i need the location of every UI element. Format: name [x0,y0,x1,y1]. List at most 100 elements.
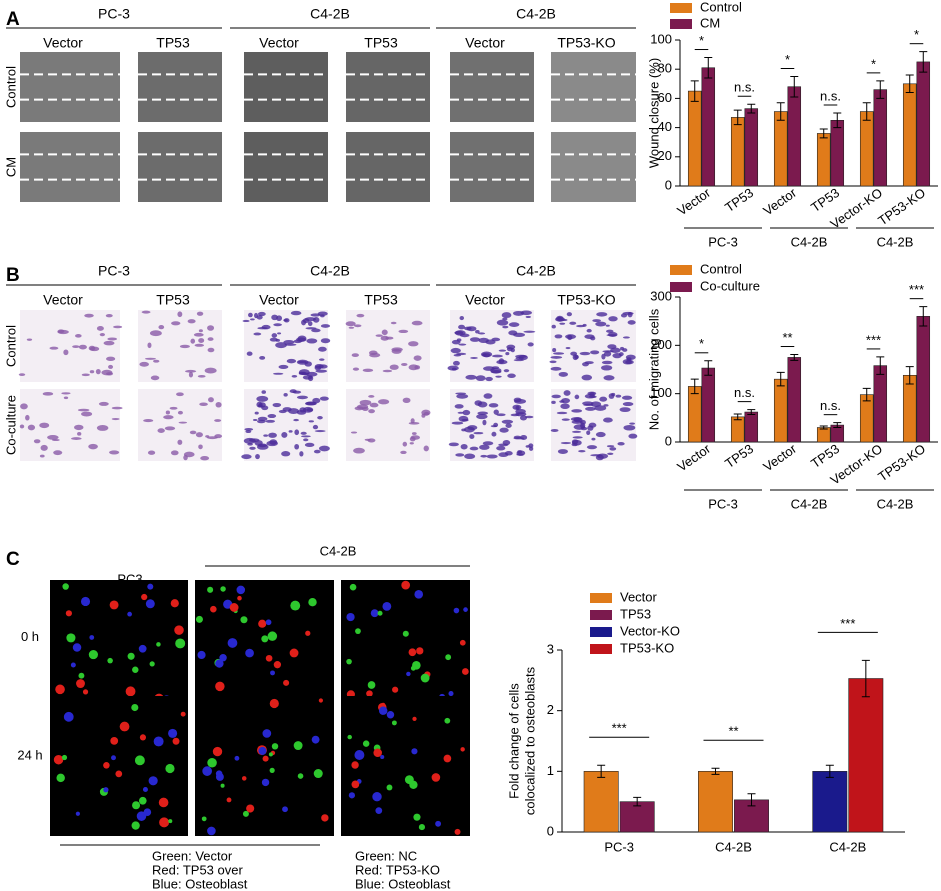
cell [584,334,595,339]
cell [603,375,615,381]
cell [586,328,592,333]
y-tick-label: 0 [665,433,672,448]
cell [248,312,253,318]
cell [375,334,383,337]
cell [523,330,536,333]
error-bar [819,425,828,430]
legend-label: TP53 [620,606,651,621]
cell [603,404,609,407]
cell [443,754,452,763]
cell [580,426,588,431]
cell [378,706,388,715]
error-bar [919,306,928,327]
cell [103,762,110,769]
cell [320,314,325,318]
cell [144,357,157,360]
cell [263,434,269,437]
cell [176,392,184,397]
cell [291,375,298,378]
cell [454,404,464,409]
bar [902,374,917,443]
cell [552,348,557,353]
column-label: TP53-KO [557,292,615,308]
cell [269,767,275,773]
cell [287,408,300,414]
cell [96,326,104,331]
cell [406,671,411,677]
cell [525,315,532,319]
cell [423,445,429,452]
cell [559,322,566,325]
x-tick-label: PC-3 [604,839,634,854]
cell [65,610,72,617]
x-tick-label: Vector [674,185,713,219]
cell [498,358,505,364]
cell [411,748,418,755]
cell [469,434,475,440]
cell [355,628,361,635]
cell [502,317,508,321]
cell [381,329,388,336]
cell [147,583,154,590]
cell [99,332,105,337]
cell [107,657,113,664]
error-bar [862,387,871,402]
cell [125,686,136,697]
cell [525,415,534,419]
cell [168,728,178,738]
y-tick-label: 20 [658,148,672,163]
cell [377,610,383,616]
cell [431,773,441,782]
micrograph [20,52,120,122]
legend-label: Control [700,261,742,276]
cell [420,673,430,683]
bar [730,416,745,443]
cell [353,324,362,328]
cell [215,401,222,408]
cell [304,401,317,406]
cell [196,311,204,316]
cell [411,432,417,435]
cell [134,755,145,766]
cell [304,317,317,322]
micrograph [450,132,534,202]
cell [267,414,277,419]
cell [207,347,215,353]
cell [277,332,282,335]
cell [111,406,123,410]
cell [143,808,152,816]
column-label: TP53 [156,292,190,308]
cell [158,797,169,808]
error-bar [876,80,885,99]
bar [787,86,802,187]
cell [594,405,607,411]
error-bar [833,112,842,129]
cell [219,653,227,662]
cell [466,326,477,332]
caption: Red: TP53 over [152,862,243,877]
cell [351,780,360,789]
cell [318,445,330,452]
y-axis-label: colocalized to osteoblasts [522,666,537,815]
bar [687,386,702,443]
cell [389,364,399,370]
cell [499,427,509,433]
micrograph [138,52,222,122]
error-bar [690,80,699,102]
cell [595,321,607,327]
cell [444,717,451,724]
cell [320,324,331,328]
cell [623,424,636,431]
cell [19,424,25,429]
cell [308,420,314,423]
cell [165,410,170,415]
micrograph [50,580,188,715]
cell [458,324,466,330]
error-bar [876,356,885,375]
cell [63,711,74,722]
error-bar [597,764,606,778]
group-label: PC-3 [708,496,738,511]
y-tick-label: 1 [547,763,554,778]
cell [268,432,277,438]
cell [109,600,119,610]
